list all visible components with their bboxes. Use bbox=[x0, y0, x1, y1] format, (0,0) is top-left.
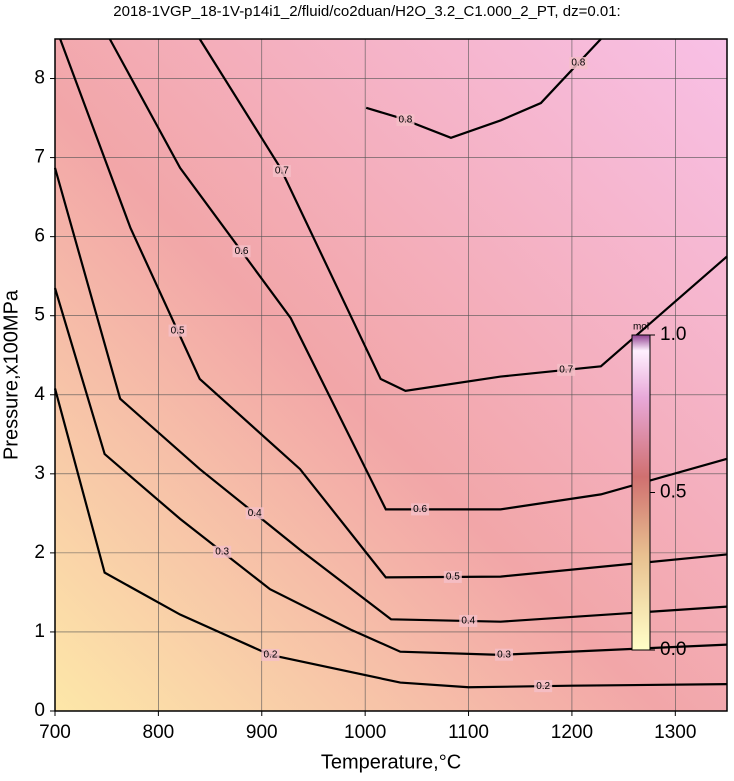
chart-title: 2018-1VGP_18-1V-p14i1_2/fluid/co2duan/H2… bbox=[113, 3, 620, 20]
contour-label: 0.2 bbox=[263, 650, 277, 661]
contour-label-bg bbox=[534, 680, 553, 693]
colorbar bbox=[631, 334, 651, 651]
x-tick-label: 1300 bbox=[654, 722, 696, 743]
contour-label-bg bbox=[232, 245, 251, 258]
x-tick-label: 700 bbox=[39, 722, 71, 743]
y-tick-label: 8 bbox=[34, 68, 45, 89]
colorbar-tick-label: 0.5 bbox=[660, 482, 686, 503]
contour-line bbox=[108, 38, 728, 511]
x-tick-label: 1000 bbox=[344, 722, 386, 743]
contour-label-bg bbox=[261, 648, 280, 661]
colorbar-tick-label: 0.0 bbox=[660, 639, 686, 660]
y-tick-label: 0 bbox=[34, 700, 45, 721]
contour-label-bg bbox=[213, 545, 232, 558]
contour-label-bg bbox=[168, 324, 187, 337]
contour-label: 0.7 bbox=[559, 364, 573, 375]
plot-frame bbox=[54, 38, 728, 712]
y-tick-label: 7 bbox=[34, 147, 45, 168]
y-tick-label: 1 bbox=[34, 621, 45, 642]
x-axis-label: Temperature,°C bbox=[321, 751, 461, 773]
contour-label: 0.2 bbox=[536, 681, 550, 692]
colorbar-tick-label: 1.0 bbox=[660, 324, 686, 345]
contour-label: 0.6 bbox=[235, 246, 249, 257]
contour-label-bg bbox=[495, 648, 514, 661]
x-tick-label: 1200 bbox=[551, 722, 593, 743]
contour-label: 0.3 bbox=[215, 546, 229, 557]
x-tick-label: 800 bbox=[143, 722, 175, 743]
y-tick-label: 5 bbox=[34, 305, 45, 326]
y-tick-label: 2 bbox=[34, 542, 45, 563]
contour-label: 0.4 bbox=[248, 508, 262, 519]
contour-label-bg bbox=[396, 114, 415, 127]
colorbar-label: mol bbox=[633, 322, 649, 333]
contour-label-bg bbox=[272, 165, 291, 178]
contour-label: 0.6 bbox=[413, 504, 427, 515]
contour-line bbox=[53, 287, 728, 656]
x-tick-label: 1100 bbox=[448, 722, 489, 743]
contour-label: 0.5 bbox=[446, 572, 460, 583]
contour-label-bg bbox=[245, 507, 264, 520]
y-axis-label: Pressure,x100MPa bbox=[0, 289, 22, 460]
contour-label: 0.4 bbox=[461, 616, 475, 627]
plot-background bbox=[55, 39, 727, 711]
contour-label-bg bbox=[459, 614, 478, 627]
contour-label: 0.8 bbox=[398, 115, 412, 126]
y-tick-label: 6 bbox=[34, 226, 45, 247]
contour-line bbox=[53, 388, 728, 689]
y-tick-label: 4 bbox=[34, 384, 45, 405]
contour-label-bg bbox=[557, 363, 576, 376]
contour-line bbox=[59, 38, 728, 579]
contour-label: 0.5 bbox=[171, 325, 185, 336]
contour-label-bg bbox=[443, 570, 462, 583]
x-tick-label: 900 bbox=[246, 722, 278, 743]
contour-label: 0.3 bbox=[497, 649, 511, 660]
contour-label-bg bbox=[569, 57, 588, 70]
contour-line bbox=[365, 38, 602, 139]
contour-label-bg bbox=[411, 503, 430, 516]
contour-label: 0.7 bbox=[275, 166, 289, 177]
contour-line bbox=[53, 167, 728, 623]
contour-label: 0.8 bbox=[571, 58, 585, 69]
y-tick-label: 3 bbox=[34, 463, 45, 484]
